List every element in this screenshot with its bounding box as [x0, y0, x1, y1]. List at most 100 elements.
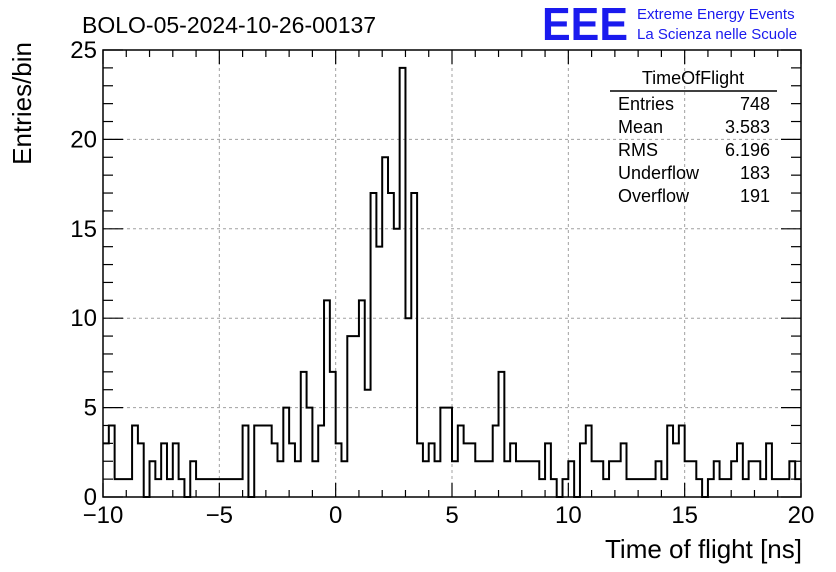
histogram-bin: [621, 443, 627, 497]
histogram-bin: [493, 425, 499, 497]
x-tick-label: 0: [329, 502, 342, 529]
histogram-bin: [382, 157, 388, 497]
stats-row-value: 748: [740, 94, 770, 114]
histogram-bin: [394, 229, 400, 497]
histogram-bin: [754, 461, 760, 497]
x-tick-label: −5: [206, 502, 233, 529]
stats-row-value: 3.583: [725, 117, 770, 137]
histogram-bin: [731, 461, 737, 497]
histogram-bin: [214, 479, 220, 497]
histogram-bin: [330, 372, 336, 497]
histogram-bin: [673, 443, 679, 497]
histogram-bin: [190, 461, 196, 497]
histogram-bin: [661, 479, 667, 497]
histogram-bin: [528, 461, 534, 497]
x-axis-label: Time of flight [ns]: [605, 534, 802, 564]
histogram-bin: [278, 461, 284, 497]
histogram-bin: [423, 461, 429, 497]
histogram-bin: [341, 461, 347, 497]
histogram-bin: [452, 461, 458, 497]
y-tick-label: 5: [84, 395, 97, 422]
axis-ticks: [102, 49, 802, 498]
stats-row-value: 6.196: [725, 140, 770, 160]
x-tick-label: 15: [671, 502, 698, 529]
histogram-bin: [120, 479, 126, 497]
stats-row-label: Underflow: [618, 163, 700, 183]
histogram-bin: [580, 443, 586, 497]
histogram-bin: [225, 479, 231, 497]
eee-logo-line1: Extreme Energy Events: [637, 6, 795, 23]
histogram-bin: [533, 461, 539, 497]
histogram-bin: [161, 443, 167, 497]
x-tick-label: −10: [83, 502, 124, 529]
histogram-bin: [202, 479, 208, 497]
histogram-bin: [545, 443, 551, 497]
histogram-bin: [499, 372, 505, 497]
histogram-bin: [440, 408, 446, 497]
histogram-bin: [254, 425, 260, 497]
histogram-bin: [347, 336, 353, 497]
histogram-bin: [644, 479, 650, 497]
y-tick-label: 15: [70, 216, 97, 243]
chart-title: BOLO-05-2024-10-26-00137: [82, 12, 376, 38]
stats-box: TimeOfFlight Entries 748 Mean 3.583 RMS 6.196…: [610, 68, 777, 206]
histogram-bin: [597, 461, 603, 497]
y-tick-label: 10: [70, 305, 97, 332]
stats-box-title: TimeOfFlight: [642, 68, 744, 88]
histogram-bin: [289, 443, 295, 497]
histogram-bin: [749, 461, 755, 497]
y-tick-label: 20: [70, 126, 97, 153]
histogram-bin: [446, 408, 452, 497]
histogram-bin: [155, 479, 161, 497]
histogram-bin: [417, 443, 423, 497]
histogram-bin: [627, 479, 633, 497]
histogram-bin: [563, 479, 569, 497]
histogram-bin: [708, 479, 714, 497]
histogram-bin: [685, 461, 691, 497]
x-tick-label: 10: [555, 502, 582, 529]
histogram-bin: [219, 479, 225, 497]
histogram-bin: [760, 479, 766, 497]
histogram-bin: [243, 425, 249, 497]
histogram-bin: [568, 461, 574, 497]
histogram-bin: [778, 479, 784, 497]
histogram-bin: [179, 479, 185, 497]
histogram-bin: [411, 193, 417, 497]
histogram-bin: [260, 425, 266, 497]
x-tick-label: 20: [788, 502, 815, 529]
histogram-bin: [743, 479, 749, 497]
histogram-bin: [516, 461, 522, 497]
histogram-bin: [667, 425, 673, 497]
histogram-bin: [481, 461, 487, 497]
stats-row-value: 183: [740, 163, 770, 183]
histogram-bin: [231, 479, 237, 497]
histogram-bin: [376, 247, 382, 497]
histogram-bars: [103, 66, 801, 498]
histogram-bin: [522, 461, 528, 497]
histogram-bin: [586, 425, 592, 497]
stats-box-rows: Entries 748 Mean 3.583 RMS 6.196 Underflow 183 O…: [618, 94, 770, 206]
histogram-bin: [365, 390, 371, 497]
histogram-bin: [458, 425, 464, 497]
histogram-bin: [150, 461, 156, 497]
histogram-bin: [295, 461, 301, 497]
histogram-bin: [539, 479, 545, 497]
y-tick-label: 0: [84, 484, 97, 511]
histogram-bin: [737, 443, 743, 497]
histogram-bin: [103, 443, 109, 497]
histogram-bin: [138, 443, 144, 497]
histogram-bin: [766, 443, 772, 497]
histogram-bin: [795, 479, 801, 497]
histogram-bin: [632, 479, 638, 497]
histogram-bin: [615, 461, 621, 497]
histogram-bin: [469, 443, 475, 497]
histogram-bin: [353, 336, 359, 497]
histogram-bin: [115, 479, 121, 497]
histogram-bin: [714, 461, 720, 497]
histogram-bin: [405, 318, 411, 497]
histogram-bin: [400, 68, 406, 497]
histogram-bin: [301, 372, 307, 497]
histogram-bin: [173, 443, 179, 497]
histogram-bin: [283, 408, 289, 497]
